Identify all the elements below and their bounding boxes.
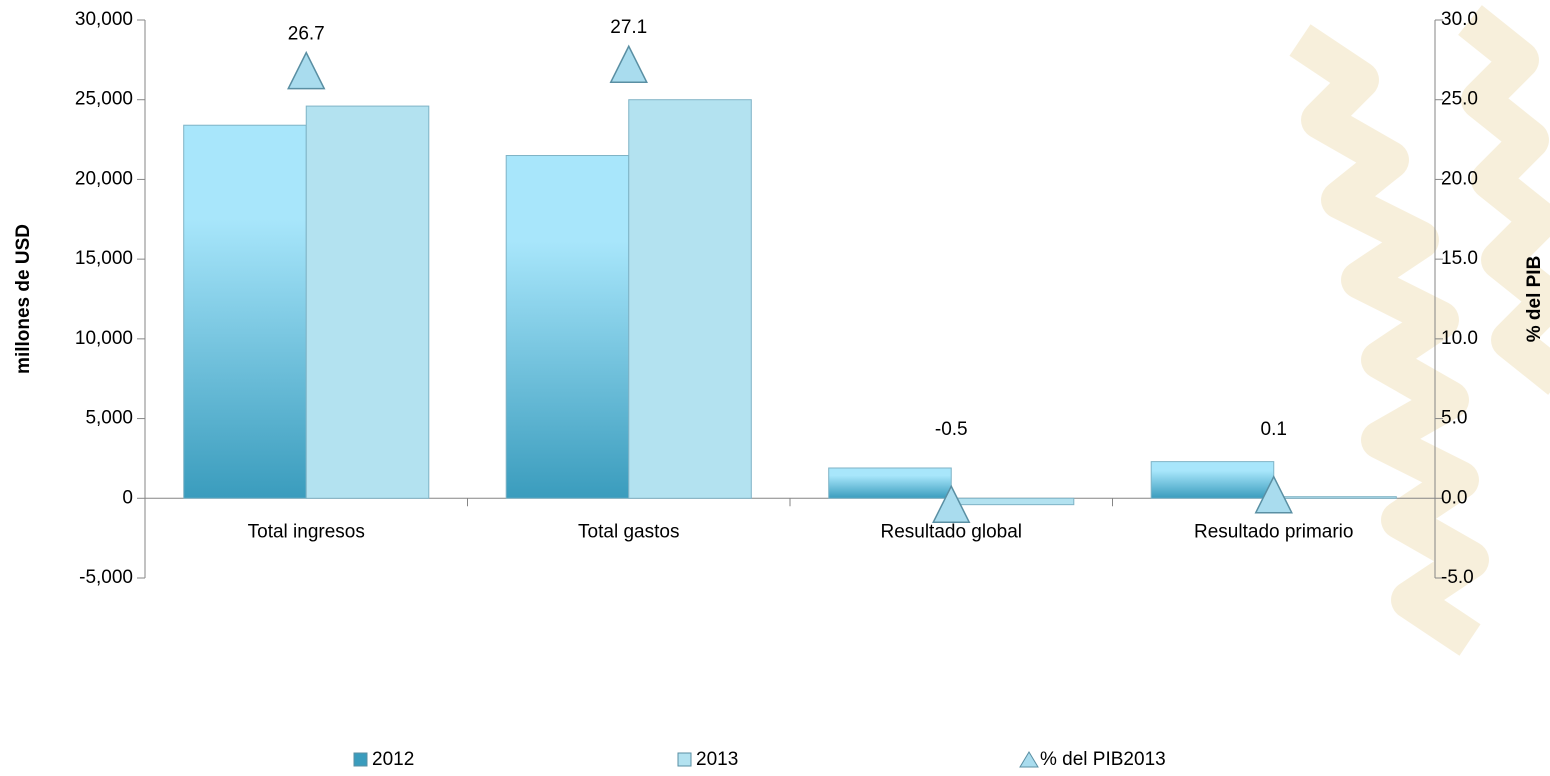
bar xyxy=(305,105,430,499)
y-tick-label: -5,000 xyxy=(79,567,133,588)
x-tick-label: Resultado global xyxy=(880,521,1022,542)
legend-item: % del PIB2013 xyxy=(1019,749,1166,770)
legend-label: 2012 xyxy=(372,749,414,770)
background-decoration xyxy=(1289,5,1550,656)
x-tick-label: Total gastos xyxy=(578,521,679,542)
x-tick-label: Resultado primario xyxy=(1194,521,1353,542)
bar xyxy=(828,467,952,499)
marker xyxy=(609,44,648,83)
legend-swatch xyxy=(353,752,368,767)
y2-tick-label: 30.0 xyxy=(1441,9,1478,30)
data-label: 26.7 xyxy=(288,24,325,45)
y-axis-title: millones de USD xyxy=(13,224,34,374)
data-label: -0.5 xyxy=(935,419,968,440)
marker xyxy=(1254,475,1293,514)
y2-axis-title: % del PIB xyxy=(1524,256,1545,343)
y2-tick-label: 0.0 xyxy=(1441,487,1467,508)
y-tick-label: 5,000 xyxy=(85,408,133,429)
marker xyxy=(932,484,971,524)
data-label: 27.1 xyxy=(610,17,647,38)
y-tick-label: 30,000 xyxy=(75,9,133,30)
legend-label: 2013 xyxy=(696,749,738,770)
bar xyxy=(183,124,307,499)
legend-label: % del PIB2013 xyxy=(1040,749,1166,770)
legend-item: 2013 xyxy=(677,749,738,770)
x-tick-label: Total ingresos xyxy=(248,521,365,542)
y2-tick-label: 10.0 xyxy=(1441,328,1478,349)
legend-item: 2012 xyxy=(353,749,414,770)
marker xyxy=(287,50,326,90)
y2-tick-label: -5.0 xyxy=(1441,567,1474,588)
data-label: 0.1 xyxy=(1261,419,1287,440)
y-tick-label: 10,000 xyxy=(75,328,133,349)
legend-swatch xyxy=(677,752,692,767)
bar xyxy=(1150,461,1275,499)
y-tick-label: 0 xyxy=(122,487,133,508)
bar xyxy=(1273,496,1397,499)
bar xyxy=(628,99,752,499)
y2-tick-label: 25.0 xyxy=(1441,89,1478,110)
y-tick-label: 25,000 xyxy=(75,89,133,110)
legend-marker xyxy=(1019,751,1039,768)
y-tick-label: 15,000 xyxy=(75,248,133,269)
y2-tick-label: 20.0 xyxy=(1441,168,1478,189)
y2-tick-label: 5.0 xyxy=(1441,408,1467,429)
bar xyxy=(505,155,630,499)
bar xyxy=(950,497,1075,506)
y-tick-label: 20,000 xyxy=(75,168,133,189)
y2-tick-label: 15.0 xyxy=(1441,248,1478,269)
